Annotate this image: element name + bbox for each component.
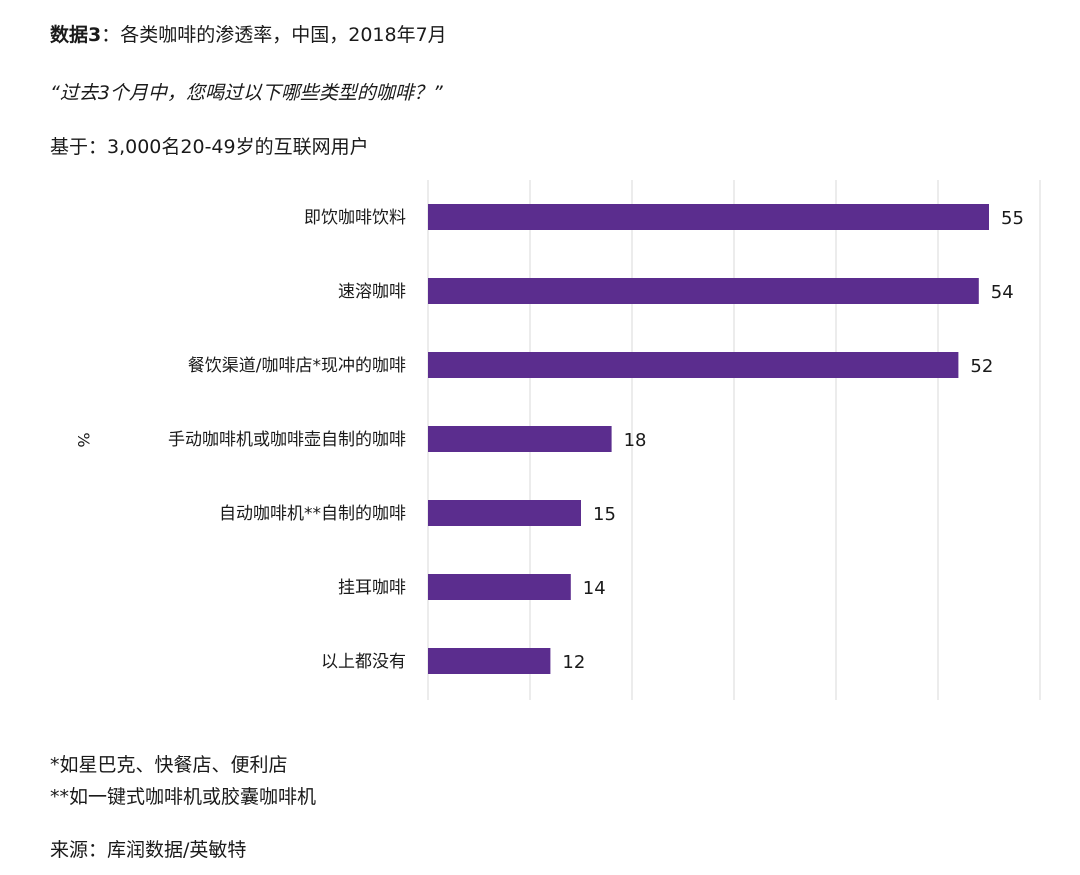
bar — [428, 352, 959, 378]
category-labels: 即饮咖啡饮料速溶咖啡餐饮渠道/咖啡店*现冲的咖啡手动咖啡机或咖啡壶自制的咖啡自动… — [168, 208, 406, 672]
value-labels: 55 54 52 18 15 14 12 — [562, 208, 1024, 673]
category-label: 自动咖啡机**自制的咖啡 — [219, 504, 406, 524]
bar — [428, 574, 571, 600]
value-label: 15 — [593, 504, 616, 525]
bar — [428, 204, 989, 230]
category-label: 速溶咖啡 — [338, 282, 406, 302]
footnote-1: *如星巴克、快餐店、便利店 — [50, 754, 288, 776]
title-rest: ：各类咖啡的渗透率，中国，2018年7月 — [101, 24, 447, 46]
value-label: 55 — [1001, 208, 1024, 229]
category-label: 挂耳咖啡 — [338, 578, 406, 598]
value-label: 54 — [991, 282, 1014, 303]
grid-lines — [427, 180, 1041, 700]
value-label: 18 — [624, 430, 647, 451]
chart-title: 数据3：各类咖啡的渗透率，中国，2018年7月 — [50, 20, 447, 47]
bar — [428, 426, 612, 452]
y-axis-unit-label: % — [74, 432, 93, 447]
value-label: 14 — [583, 578, 606, 599]
bar — [428, 500, 581, 526]
value-label: 12 — [562, 652, 585, 673]
bar — [428, 648, 551, 674]
bar — [428, 278, 979, 304]
survey-question: “过去3个月中，您喝过以下哪些类型的咖啡？” — [50, 82, 443, 104]
value-label: 52 — [970, 356, 993, 377]
category-label: 以上都没有 — [321, 652, 406, 672]
title-lead: 数据3 — [50, 24, 102, 46]
footnote-2: **如一键式咖啡机或胶囊咖啡机 — [50, 786, 317, 808]
source-note: 来源：库润数据/英敏特 — [50, 839, 247, 861]
category-label: 手动咖啡机或咖啡壶自制的咖啡 — [168, 430, 406, 450]
category-label: 餐饮渠道/咖啡店*现冲的咖啡 — [188, 356, 406, 376]
sample-base: 基于：3,000名20-49岁的互联网用户 — [50, 136, 369, 158]
category-label: 即饮咖啡饮料 — [304, 208, 406, 228]
bars — [428, 204, 989, 674]
